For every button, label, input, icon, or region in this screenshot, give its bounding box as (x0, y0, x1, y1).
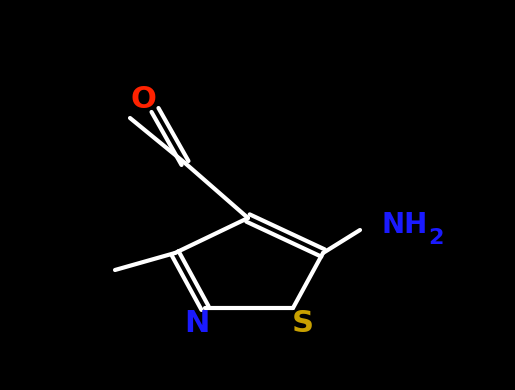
Text: O: O (130, 85, 156, 115)
Text: N: N (184, 310, 210, 339)
Text: 2: 2 (428, 228, 443, 248)
Text: S: S (292, 310, 314, 339)
Text: NH: NH (382, 211, 428, 239)
